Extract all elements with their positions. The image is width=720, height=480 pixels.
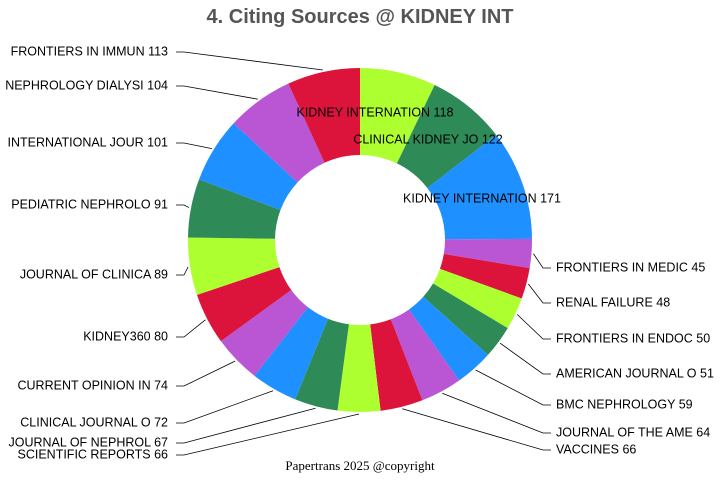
leader-line <box>176 142 212 150</box>
slice-label: JOURNAL OF NEPHROL 67 <box>8 435 168 449</box>
donut-slice <box>360 68 435 164</box>
donut-slice <box>433 268 522 329</box>
donut-slice <box>196 267 292 342</box>
leader-line <box>176 407 316 444</box>
donut-slice <box>188 179 281 239</box>
leader-line <box>176 85 258 100</box>
donut-slice <box>254 307 328 400</box>
leader-line <box>176 51 323 71</box>
leader-line <box>528 283 551 304</box>
donut-slice <box>295 318 349 411</box>
slice-label: KIDNEY INTERNATION 171 <box>403 191 561 205</box>
slice-label: KIDNEY360 80 <box>83 329 168 343</box>
leader-line <box>402 408 551 451</box>
slice-label: AMERICAN JOURNAL O 51 <box>556 366 714 380</box>
leader-line <box>176 413 360 456</box>
slice-label: FRONTIERS IN IMMUN 113 <box>11 44 168 58</box>
slice-label: PEDIATRIC NEPHROLO 91 <box>11 197 168 211</box>
slice-label: FRONTIERS IN MEDIC 45 <box>556 260 705 274</box>
leader-line <box>442 392 551 434</box>
slice-label: VACCINES 66 <box>556 442 636 456</box>
slice-label: RENAL FAILURE 48 <box>556 295 670 309</box>
donut-slice <box>370 319 423 411</box>
slice-label: SCIENTIFIC REPORTS 66 <box>18 447 169 461</box>
chart-title: 4. Citing Sources @ KIDNEY INT <box>206 6 514 28</box>
donut-slice <box>288 68 360 163</box>
donut-slice <box>220 290 308 376</box>
leader-line <box>176 319 206 338</box>
leader-line <box>475 369 551 406</box>
donut-slice <box>396 85 497 189</box>
donut-slice <box>337 324 381 412</box>
leader-line <box>516 314 551 340</box>
slice-label: CURRENT OPINION IN 74 <box>18 378 169 392</box>
donut-slice <box>427 134 532 240</box>
donut-slice <box>439 253 530 299</box>
leader-line <box>176 204 190 208</box>
leader-line <box>176 360 236 387</box>
slice-label: JOURNAL OF CLINICA 89 <box>20 267 168 281</box>
leader-line <box>499 342 551 375</box>
slice-label: KIDNEY INTERNATION 118 <box>297 105 454 119</box>
donut-slice <box>199 123 298 211</box>
slice-label: JOURNAL OF THE AME 64 <box>556 425 710 439</box>
leader-line <box>176 266 189 276</box>
donut-slice <box>443 238 533 269</box>
slice-label: NEPHROLOGY DIALYSI 104 <box>5 78 168 92</box>
donut-slice <box>390 309 460 401</box>
copyright-footer: Papertrans 2025 @copyright <box>285 458 435 473</box>
slice-label: CLINICAL KIDNEY JO 122 <box>353 132 502 146</box>
leader-line <box>176 390 274 424</box>
slice-label: INTERNATIONAL JOUR 101 <box>8 135 168 149</box>
donut-slice <box>409 296 488 381</box>
slice-label: FRONTIERS IN ENDOC 50 <box>556 331 710 345</box>
slice-label: BMC NEPHROLOGY 59 <box>556 397 693 411</box>
donut-slice <box>233 83 325 183</box>
donut-slice <box>188 237 280 295</box>
leader-line <box>533 253 551 269</box>
slice-label: CLINICAL JOURNAL O 72 <box>20 415 168 429</box>
donut-slice <box>423 283 508 355</box>
